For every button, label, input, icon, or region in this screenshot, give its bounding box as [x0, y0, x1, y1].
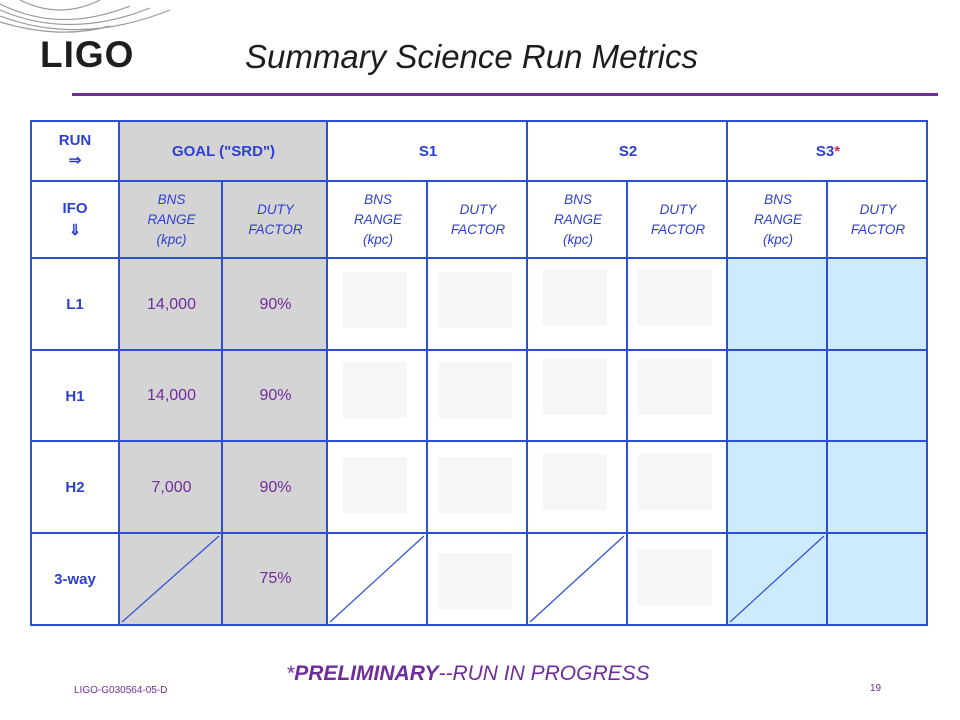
page-title: Summary Science Run Metrics: [245, 38, 698, 75]
note-rest: --RUN IN PROGRESS: [438, 662, 650, 685]
note-emphasis: PRELIMINARY: [294, 662, 439, 685]
subheader-line: FACTOR: [248, 222, 303, 237]
covered-cell: [543, 269, 607, 325]
subheader-line: FACTOR: [450, 222, 506, 237]
subheader-line: DUTY: [459, 202, 497, 217]
corner-run-label: RUN ⇒: [31, 121, 119, 181]
subheader-line: RANGE: [147, 212, 196, 227]
goal-range-h2: 7,000: [151, 478, 192, 496]
note-asterisk: *: [286, 662, 295, 685]
subheader-line: RANGE: [553, 212, 602, 227]
goal-range-h1: 14,000: [147, 387, 196, 404]
subheader-line: DUTY: [659, 202, 697, 217]
row-ifo-l1: L1: [66, 296, 84, 313]
row-ifo-h2: H2: [65, 479, 85, 496]
goal-duty-3way: 75%: [259, 570, 292, 587]
header-s1: S1: [418, 142, 438, 160]
covered-cell: [638, 269, 712, 325]
title-divider: [72, 93, 938, 96]
row-ifo-3way: 3-way: [54, 570, 96, 588]
subheader-line: FACTOR: [850, 222, 906, 237]
ifo-label: IFO: [62, 200, 88, 217]
covered-cell: [638, 549, 712, 605]
covered-cell: [543, 359, 607, 415]
not-applicable-diagonals: [121, 535, 825, 623]
subheader-line: FACTOR: [650, 222, 706, 237]
covered-cell: [343, 272, 407, 328]
subheader-duty-factor: DUTY FACTOR: [828, 182, 928, 258]
subheader-line: (kpc): [156, 232, 187, 247]
subheader-line: DUTY: [859, 202, 897, 217]
subheader-line: (kpc): [563, 232, 593, 247]
table-grid-lines: [30, 120, 928, 626]
document-id: LIGO-G030564-05-D: [74, 685, 168, 696]
decorative-arcs: [0, 0, 171, 33]
run-label: RUN: [58, 132, 92, 149]
header-s2: S2: [618, 142, 638, 160]
subheader-line: (kpc): [363, 232, 393, 247]
covered-cell: [543, 454, 607, 510]
header-goal: GOAL ("SRD"): [171, 142, 276, 160]
subheader-duty-factor: DUTY FACTOR: [223, 182, 328, 258]
subheader-line: BNS: [564, 192, 592, 207]
covered-cell: [343, 362, 407, 418]
subheader-bns-range: BNS RANGE (kpc): [328, 182, 428, 258]
subheader-duty-factor: DUTY FACTOR: [428, 182, 528, 258]
metrics-table: [30, 120, 928, 626]
covered-cell: [343, 457, 407, 513]
goal-duty-l1: 90%: [259, 295, 292, 313]
subheader-duty-factor: DUTY FACTOR: [628, 182, 728, 258]
row-ifo-h1: H1: [65, 387, 85, 405]
subheader-line: DUTY: [257, 202, 294, 217]
covered-cells: [343, 269, 712, 609]
covered-cell: [438, 553, 512, 609]
covered-cell: [438, 272, 512, 328]
preliminary-marker: *: [834, 142, 841, 160]
covered-cell: [638, 359, 712, 415]
corner-ifo-label: IFO ⇓: [31, 182, 119, 258]
covered-cell: [438, 362, 512, 418]
subheader-bns-range: BNS RANGE (kpc): [528, 182, 628, 258]
preliminary-note: *PRELIMINARY--RUN IN PROGRESS: [286, 662, 650, 686]
right-arrow-icon: ⇒: [68, 152, 82, 169]
subheader-line: BNS: [764, 192, 792, 207]
subheader-line: RANGE: [353, 212, 402, 227]
covered-cell: [638, 454, 712, 510]
goal-range-l1: 14,000: [147, 295, 196, 313]
subheader-line: BNS: [157, 192, 186, 207]
s3-label: S3: [815, 142, 835, 160]
covered-cell: [438, 457, 512, 513]
subheader-line: (kpc): [763, 232, 793, 247]
subheader-bns-range: BNS RANGE (kpc): [728, 182, 828, 258]
goal-duty-h1: 90%: [259, 387, 292, 404]
subheader-bns-range: BNS RANGE (kpc): [120, 182, 223, 258]
ligo-logo: LIGO: [40, 34, 135, 75]
page-number: 19: [870, 683, 882, 694]
down-arrow-icon: ⇓: [68, 222, 82, 239]
subheader-line: RANGE: [753, 212, 802, 227]
header-s3: S3 *: [728, 121, 928, 181]
goal-duty-h2: 90%: [259, 478, 292, 496]
subheader-line: BNS: [364, 192, 392, 207]
